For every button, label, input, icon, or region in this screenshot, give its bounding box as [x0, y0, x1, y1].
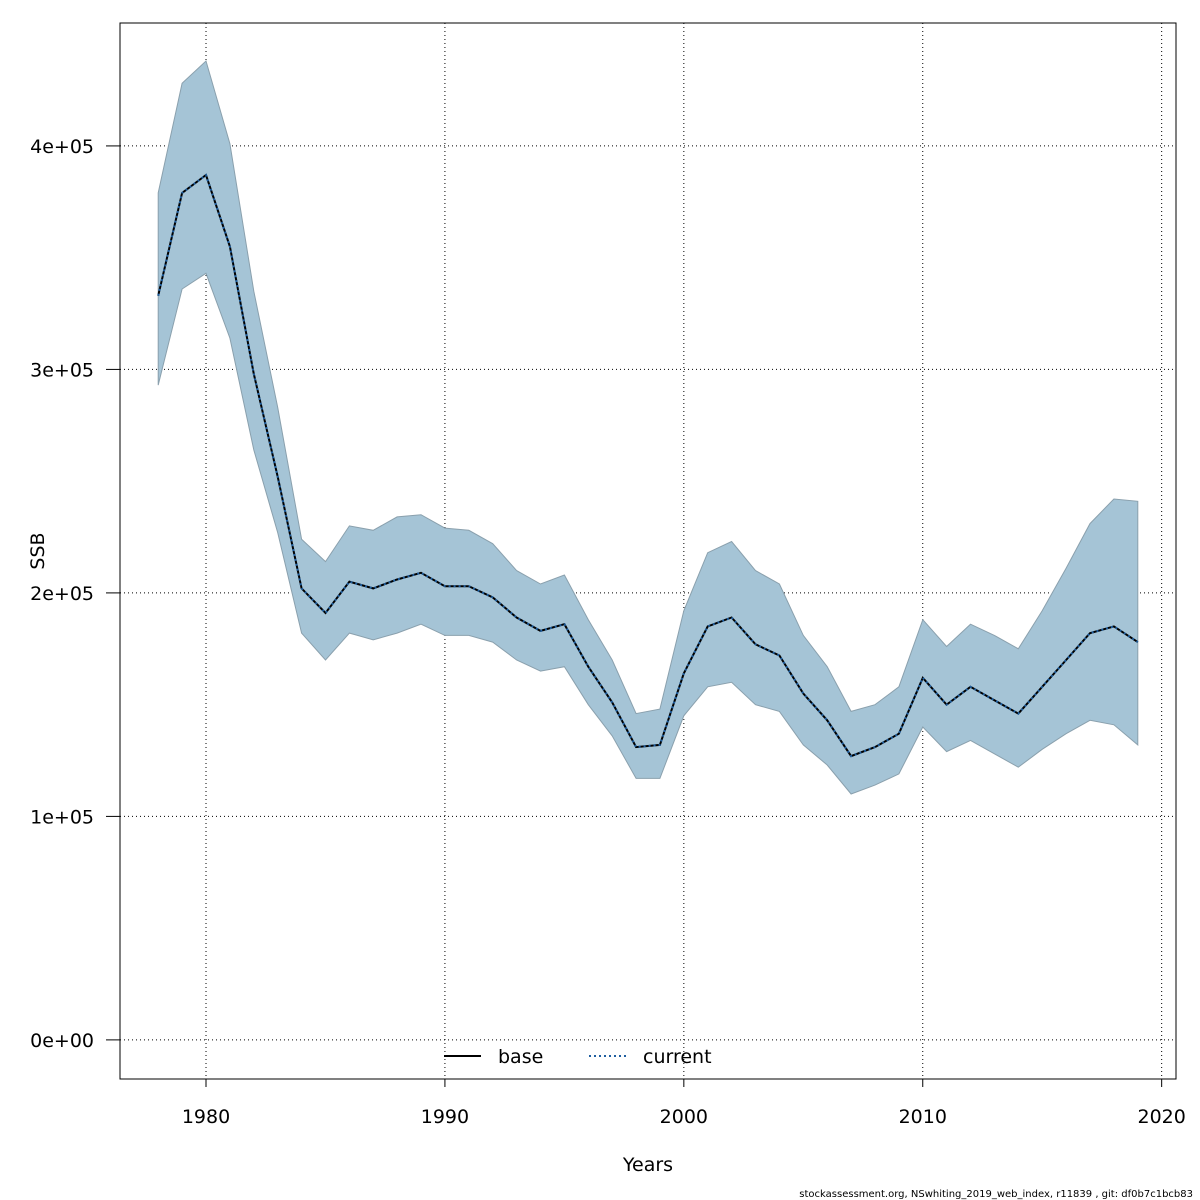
x-tick-label: 1980 — [182, 1106, 230, 1128]
legend-current-label: current — [643, 1046, 712, 1068]
x-tick-label: 1990 — [421, 1106, 469, 1128]
footer-note: stockassessment.org, NSwhiting_2019_web_… — [799, 1189, 1193, 1200]
series-lines — [157, 173, 1139, 758]
y-tick-label: 3e+05 — [30, 359, 94, 381]
legend: base current — [444, 1046, 712, 1068]
confidence-band — [157, 60, 1139, 795]
grid-lines — [120, 23, 1176, 1079]
legend-base-label: base — [498, 1046, 543, 1068]
x-axis-title: Years — [622, 1154, 673, 1176]
ci-band-area — [157, 60, 1139, 795]
x-tick-label: 2020 — [1137, 1106, 1185, 1128]
plot-frame — [119, 22, 1177, 1080]
y-axis-title: SSB — [27, 532, 49, 569]
y-tick-label: 4e+05 — [30, 136, 94, 158]
axes: 1980 1990 2000 2010 2020 0e+00 1e+05 2e+05 3e+05… — [30, 136, 1186, 1128]
series-line-current — [157, 173, 1139, 758]
y-tick-label: 0e+00 — [30, 1030, 94, 1052]
x-tick-label: 2010 — [899, 1106, 947, 1128]
y-tick-label: 2e+05 — [30, 583, 94, 605]
x-tick-label: 2000 — [660, 1106, 708, 1128]
y-tick-label: 1e+05 — [30, 806, 94, 828]
